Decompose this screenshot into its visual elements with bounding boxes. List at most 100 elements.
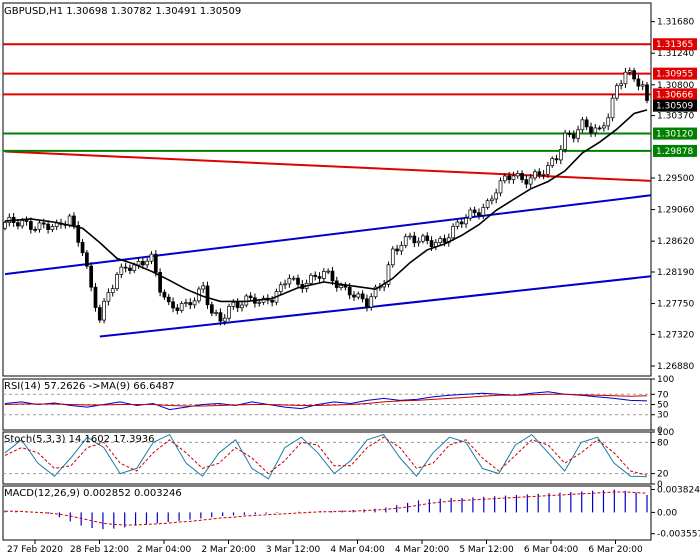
candle-body (511, 175, 516, 180)
macd-tick-label: 0.003824 (657, 485, 700, 495)
candle-body (571, 134, 576, 139)
candle-body (227, 306, 231, 319)
candle-body (128, 267, 132, 271)
time-tick-label: 4 Mar 04:00 (330, 545, 385, 555)
candle-body (115, 274, 119, 289)
osc-tick-label: 0 (657, 426, 663, 436)
macd-pane: 0.003824 0.00 -0.003557 (2, 485, 700, 541)
stoch-d-line (4, 436, 648, 476)
candle-body (54, 222, 59, 227)
candle-body (248, 295, 253, 299)
candle-body (33, 229, 38, 231)
chart-title: GBPUSD,H1 1.30698 1.30782 1.30491 1.3050… (4, 6, 241, 17)
candle-body (627, 70, 632, 73)
candle-body (576, 129, 580, 139)
level-tag (653, 88, 697, 101)
candle-body (136, 260, 141, 266)
candle-body (593, 127, 598, 134)
candle-body (123, 266, 128, 269)
candle-body (37, 222, 42, 230)
candle-body (283, 283, 287, 286)
candle-body (507, 175, 511, 180)
candle-body (442, 238, 447, 243)
candle-body (278, 284, 283, 292)
level-tag-label: 1.29878 (656, 147, 693, 157)
candle-body (632, 70, 636, 80)
price-tick-label: 1.29060 (657, 206, 694, 216)
level-tag-label: 1.30955 (656, 70, 693, 80)
candle-body (421, 235, 425, 242)
candle-body (537, 171, 542, 176)
pane-frame (2, 485, 652, 541)
candle-body (468, 209, 473, 219)
rsi-line (4, 391, 648, 411)
candle-body (41, 222, 46, 225)
candle-body (46, 223, 50, 230)
macd-tick-label: 0.00 (657, 508, 677, 518)
candle-body (201, 285, 206, 290)
candle-body (645, 84, 649, 101)
candle-body (619, 83, 623, 86)
candle-body (347, 286, 352, 296)
current-price-label: 1.30509 (656, 102, 693, 112)
candle-body (24, 220, 29, 222)
candle-body (533, 171, 537, 179)
time-tick-label: 27 Feb 2020 (7, 545, 63, 555)
candle-body (365, 298, 369, 308)
candle-body (296, 277, 300, 285)
candle-body (16, 222, 20, 227)
candle-body (330, 270, 335, 282)
price-tick-label: 1.26880 (657, 362, 694, 372)
stoch-k-line (4, 433, 648, 480)
price-tick-label: 1.31680 (657, 18, 694, 28)
osc-tick-label: 50 (657, 401, 669, 411)
level-tag (653, 38, 697, 51)
candle-body (209, 304, 214, 314)
candle-body (205, 285, 210, 306)
candle-body (472, 209, 477, 214)
price-tick-label: 1.31240 (657, 49, 694, 59)
candle-body (584, 119, 589, 128)
candle-body (429, 240, 434, 248)
candle-body (85, 252, 89, 267)
candle-body (356, 293, 361, 298)
candle-body (270, 299, 274, 303)
candle-body (451, 225, 455, 239)
candle-body (257, 301, 262, 304)
candle-body (162, 291, 167, 298)
candle-body (490, 198, 494, 202)
level-tag (653, 67, 697, 80)
time-tick-label: 5 Mar 12:00 (459, 545, 514, 555)
level-tag (653, 144, 697, 157)
candle-body (455, 221, 460, 227)
price-tick-label: 1.30370 (657, 112, 694, 122)
candle-body (317, 276, 322, 279)
osc-tick-label: 0 (657, 480, 663, 490)
candle-body (614, 85, 619, 99)
candle-body (498, 180, 503, 194)
candle-body (541, 173, 546, 176)
candle-body (235, 302, 240, 309)
level-tag (653, 127, 697, 140)
candle-body (3, 222, 7, 229)
candle-body (80, 242, 85, 254)
candle-body (222, 317, 227, 322)
candle-body (425, 235, 430, 241)
candle-body (563, 132, 567, 150)
candle-body (179, 303, 184, 311)
candle-body (558, 149, 563, 161)
candle-body (550, 158, 555, 167)
time-tick-label: 3 Mar 12:00 (266, 545, 321, 555)
time-tick-label: 2 Mar 04:00 (137, 545, 192, 555)
osc-tick-label: 70 (657, 390, 669, 400)
candle-body (326, 270, 331, 273)
candle-body (188, 302, 193, 306)
moving-average-line (4, 109, 648, 303)
candle-body (97, 307, 102, 321)
candle-body (352, 294, 356, 298)
rsi-ma-line (4, 393, 648, 407)
price-tick-label: 1.28190 (657, 268, 694, 278)
candle-body (102, 300, 106, 321)
